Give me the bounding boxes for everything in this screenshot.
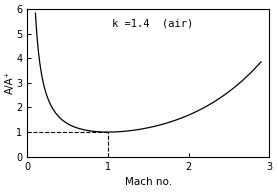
Y-axis label: A/A⁺: A/A⁺ [5,71,15,94]
X-axis label: Mach no.: Mach no. [125,177,172,187]
Text: k =1.4  (air): k =1.4 (air) [112,19,193,29]
